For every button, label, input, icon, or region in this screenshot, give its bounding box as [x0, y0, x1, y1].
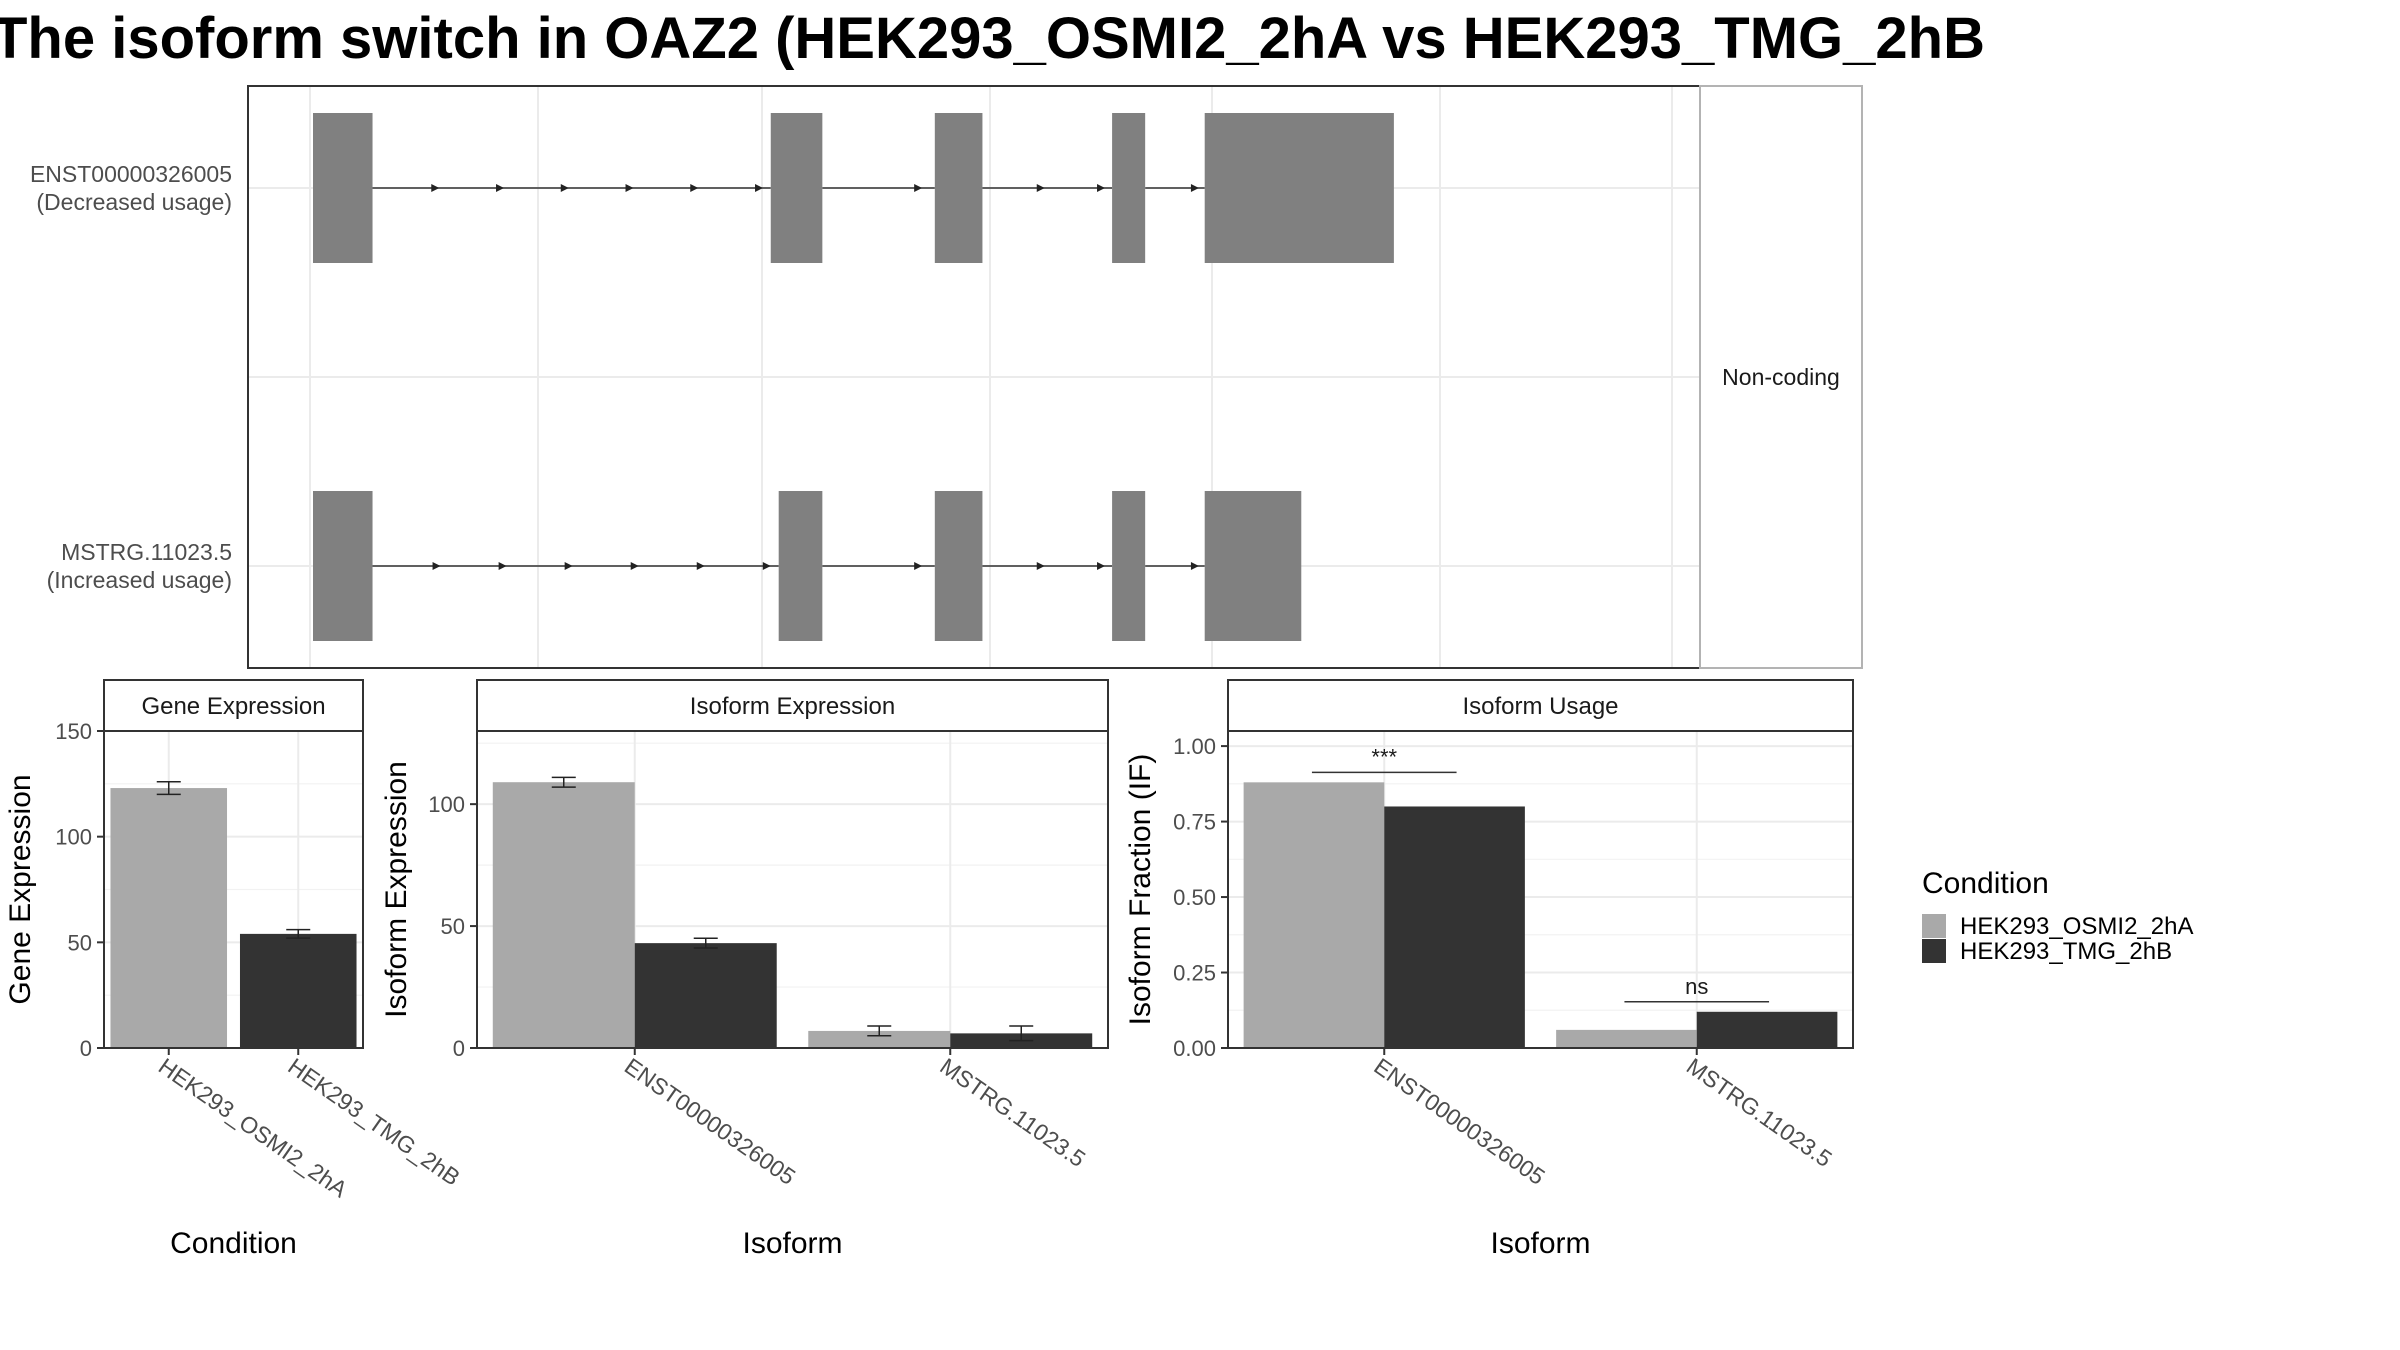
- isoform-id-label: MSTRG.11023.5: [61, 539, 232, 565]
- legend-label: HEK293_OSMI2_2hA: [1960, 913, 2193, 940]
- y-tick-label: 0.00: [1173, 1036, 1216, 1061]
- panel-strip-title: Gene Expression: [141, 693, 325, 720]
- panel-border: [476, 730, 1109, 1049]
- legend-title: Condition: [1922, 867, 2049, 900]
- panel-strip-title: Isoform Usage: [1462, 693, 1618, 720]
- exon-block: [770, 113, 823, 263]
- intron-arrow: [690, 184, 699, 192]
- figure-title: The isoform switch in OAZ2 (HEK293_OSMI2…: [0, 6, 1985, 71]
- intron-arrow: [1190, 184, 1199, 192]
- significance-label: ***: [1371, 744, 1397, 769]
- exon-block: [934, 491, 983, 641]
- bar: [492, 782, 635, 1048]
- exon-block: [313, 491, 373, 641]
- x-tick-label: MSTRG.11023.5: [935, 1053, 1090, 1172]
- y-tick-label: 0.50: [1173, 885, 1216, 910]
- y-tick-label: 0.25: [1173, 961, 1216, 986]
- exon-block: [1112, 491, 1146, 641]
- intron-arrow: [755, 184, 764, 192]
- intron-arrow: [1036, 562, 1045, 570]
- intron-arrow: [432, 562, 441, 570]
- y-tick-label: 0: [80, 1036, 92, 1061]
- x-axis-title: Isoform: [742, 1227, 842, 1260]
- bar: [239, 933, 357, 1048]
- isoform-usage-panel: Isoform Usage 0.00 0.25 0.50 0.75 1.00 *** ns EN…: [1124, 679, 1854, 1260]
- exon-block: [313, 113, 373, 263]
- isoform-id-label: ENST00000326005: [30, 161, 232, 187]
- x-tick-label: MSTRG.11023.5: [1682, 1053, 1837, 1172]
- bar: [1696, 1011, 1838, 1048]
- y-axis-title: Isoform Expression: [380, 761, 413, 1018]
- intron-arrow: [496, 184, 505, 192]
- bar: [1384, 806, 1525, 1048]
- intron-arrow: [564, 562, 573, 570]
- intron-arrow: [560, 184, 569, 192]
- y-tick-label: 1.00: [1173, 734, 1216, 759]
- exon-block: [1112, 113, 1146, 263]
- bar: [110, 788, 228, 1048]
- x-tick-label: ENST00000326005: [1369, 1053, 1549, 1190]
- legend-label: HEK293_TMG_2hB: [1960, 938, 2172, 965]
- x-axis-title: Condition: [170, 1227, 297, 1260]
- y-tick-label: 0.75: [1173, 810, 1216, 835]
- intron-arrow: [498, 562, 507, 570]
- y-tick-label: 100: [428, 792, 465, 817]
- panel-strip: [1227, 679, 1854, 732]
- intron-arrow: [1097, 562, 1106, 570]
- y-axis-title: Isoform Fraction (IF): [1124, 754, 1157, 1026]
- y-tick-label: 150: [55, 719, 92, 744]
- intron-arrow: [914, 184, 923, 192]
- gene-structure-panel: ENST00000326005(Decreased usage) MSTRG.11…: [30, 85, 1863, 669]
- x-axis-title: Isoform: [1490, 1227, 1590, 1260]
- significance-label: ns: [1685, 974, 1708, 999]
- exon-block: [778, 491, 823, 641]
- bar: [808, 1030, 951, 1048]
- intron-arrow: [1036, 184, 1045, 192]
- exon-block: [1204, 491, 1302, 641]
- panel-border: [103, 730, 364, 1049]
- bar: [1556, 1029, 1697, 1048]
- intron-arrow: [1190, 562, 1199, 570]
- intron-arrow: [1097, 184, 1106, 192]
- facet-strip: [1699, 85, 1863, 669]
- intron-arrow: [431, 184, 440, 192]
- exon-block: [934, 113, 983, 263]
- panel-strip: [103, 679, 364, 732]
- intron-arrow: [696, 562, 705, 570]
- intron-arrow: [914, 562, 923, 570]
- x-tick-label: ENST00000326005: [620, 1053, 800, 1190]
- intron-arrow: [630, 562, 639, 570]
- isoform-expression-panel: Isoform Expression 0 50 100 ENST00000326005 M…: [380, 679, 1109, 1260]
- legend-swatch: [1922, 939, 1946, 963]
- panel-strip-title: Isoform Expression: [690, 693, 895, 720]
- y-tick-label: 100: [55, 825, 92, 850]
- bar: [1243, 782, 1385, 1048]
- intron-arrow: [762, 562, 771, 570]
- facet-strip-label: Non-coding: [1722, 364, 1840, 390]
- y-tick-label: 0: [453, 1036, 465, 1061]
- y-axis-title: Gene Expression: [4, 774, 37, 1004]
- exon-block: [1204, 113, 1394, 263]
- bar: [634, 943, 777, 1048]
- y-tick-label: 50: [68, 930, 92, 955]
- intron-arrow: [625, 184, 634, 192]
- y-tick-label: 50: [441, 914, 465, 939]
- isoform-usage-label: (Increased usage): [47, 567, 232, 593]
- isoform-usage-label: (Decreased usage): [36, 189, 232, 215]
- panel-border: [1227, 730, 1854, 1049]
- legend-swatch: [1922, 914, 1946, 938]
